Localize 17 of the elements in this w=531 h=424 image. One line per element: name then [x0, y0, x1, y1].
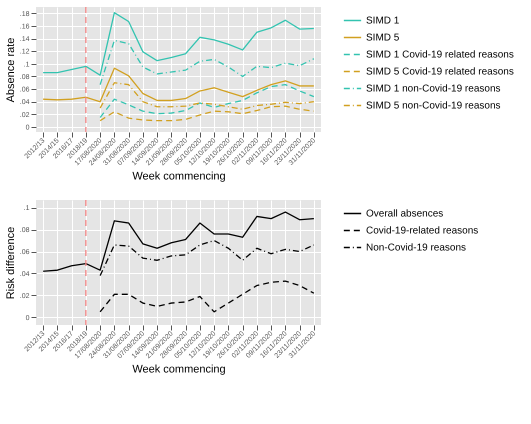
- line-series: [99, 84, 315, 118]
- line-series: [42, 211, 315, 272]
- legend-label: SIMD 1 Covid-19 related reasons: [366, 50, 514, 60]
- legend-label: SIMD 5: [366, 32, 400, 44]
- legend-label: SIMD 5 Covid-19 related reasons: [366, 66, 514, 78]
- legend-label: Covid-19-related reasons: [366, 226, 478, 236]
- legend-label: Overall absences: [366, 208, 444, 220]
- legend-label: SIMD 1: [366, 16, 400, 26]
- x-axis-title: Week commencing: [132, 170, 226, 182]
- y-axis-title: Risk difference: [4, 226, 17, 300]
- line-series: [99, 280, 315, 312]
- y-axis-title: Absence rate: [4, 38, 17, 102]
- legend-label: SIMD 5 non-Covid-19 reasons: [366, 100, 501, 112]
- x-axis-title: Week commencing: [132, 363, 226, 376]
- legend-label: SIMD 1 non-Covid-19 reasons: [366, 84, 501, 94]
- legend-label: Non-Covid-19 reasons: [366, 242, 466, 254]
- line-series: [42, 68, 315, 102]
